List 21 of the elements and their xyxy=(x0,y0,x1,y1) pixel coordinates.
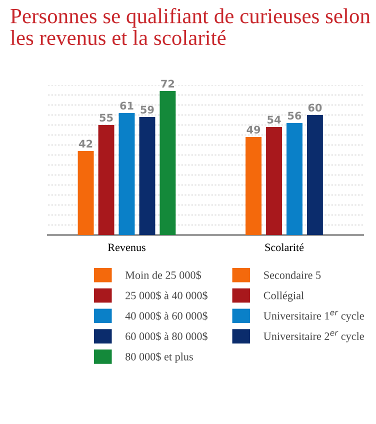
legend-label: Universitaire 1$^{er}$ cycle xyxy=(264,310,364,322)
data-label: 59 xyxy=(140,106,154,114)
data-label: 60 xyxy=(308,104,322,112)
legend-label: 25 000$ à 40 000$ xyxy=(126,291,208,300)
x-tick-label: Revenus xyxy=(108,244,146,252)
legend-label: 80 000$ et plus xyxy=(126,352,193,363)
legend-label: Moin de 25 000$ xyxy=(125,270,201,280)
data-label: 61 xyxy=(120,102,134,110)
legend-label: Collégial xyxy=(264,291,304,302)
legend-label: Secondaire 5 xyxy=(264,271,321,279)
data-label: 72 xyxy=(161,80,174,88)
legend-label: 40 000$ à 60 000$ xyxy=(125,312,208,320)
data-label: 56 xyxy=(288,112,302,120)
data-label: 54 xyxy=(268,116,281,124)
x-tick-label: Scolarité xyxy=(265,243,304,252)
data-label: 55 xyxy=(100,114,113,122)
data-label: 42 xyxy=(79,140,92,148)
legend-label: 60 000$ à 80 000$ xyxy=(126,332,208,341)
legend-label: Universitaire 2$^{er}$ cycle xyxy=(264,331,364,342)
chart-title: Personnes se qualifiant de curieuses selon les revenus et la scolarité xyxy=(10,8,370,46)
data-label: 49 xyxy=(246,126,260,134)
